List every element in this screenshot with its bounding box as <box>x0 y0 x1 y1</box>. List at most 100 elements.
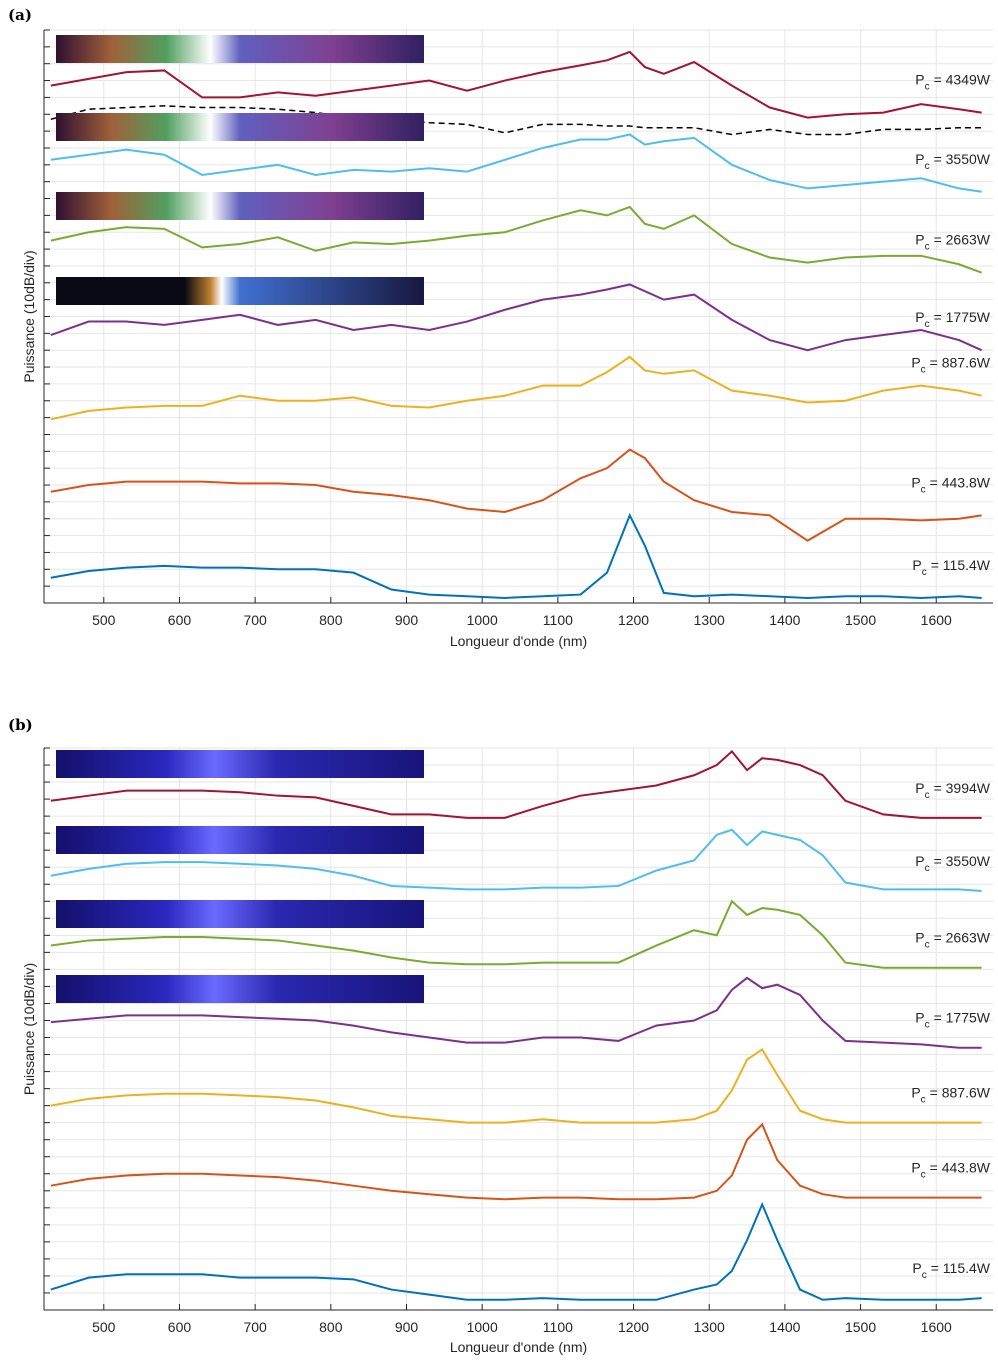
x-tick-label: 1100 <box>543 612 573 628</box>
series-label: Pc = 3550W <box>915 853 991 874</box>
label-subscript: c <box>925 161 930 172</box>
x-axis-label: Longueur d'onde (nm) <box>450 633 587 649</box>
x-tick-label: 1300 <box>694 612 725 628</box>
spectrum-image <box>56 113 424 141</box>
spectrum-image <box>56 35 424 63</box>
label-value: = 887.6W <box>930 1085 991 1101</box>
x-tick-label: 500 <box>92 612 116 628</box>
series-label: Pc = 115.4W <box>912 557 990 578</box>
y-axis-label: Puissance (10dB/div) <box>21 963 37 1095</box>
label-subscript: c <box>922 567 927 578</box>
label-subscript: c <box>921 365 926 376</box>
x-tick-label: 800 <box>319 612 343 628</box>
label-subscript: c <box>921 1095 926 1106</box>
label-symbol: P <box>915 232 924 248</box>
panel-label: (b) <box>8 716 33 734</box>
spectrum-image <box>56 750 424 778</box>
label-symbol: P <box>915 853 924 869</box>
spectrum-line <box>50 1122 982 1201</box>
series-label: Pc = 443.8W <box>911 1160 990 1181</box>
x-tick-label: 700 <box>243 1319 267 1335</box>
x-tick-label: 1600 <box>921 1319 952 1335</box>
spectrum-line <box>50 50 982 119</box>
x-tick-label: 1300 <box>694 1319 725 1335</box>
series-label: Pc = 115.4W <box>912 1260 990 1281</box>
x-tick-label: 1000 <box>467 1319 498 1335</box>
spectrum-image <box>56 192 424 220</box>
dashed-line <box>50 105 982 136</box>
series-label: Pc = 887.6W <box>911 1085 990 1106</box>
x-axis-label: Longueur d'onde (nm) <box>450 1339 587 1355</box>
label-subscript: c <box>925 940 930 951</box>
label-subscript: c <box>925 863 930 874</box>
series-label: Pc = 3994W <box>915 780 991 801</box>
x-tick-label: 1400 <box>769 612 800 628</box>
label-subscript: c <box>921 484 926 495</box>
x-tick-label: 600 <box>168 612 192 628</box>
label-value: = 4349W <box>934 72 991 88</box>
x-tick-label: 700 <box>243 612 267 628</box>
label-value: = 443.8W <box>930 474 991 490</box>
label-value: = 3550W <box>934 853 991 869</box>
series-label: Pc = 3550W <box>915 151 991 172</box>
label-symbol: P <box>915 780 924 796</box>
label-value: = 3994W <box>934 780 991 796</box>
spectrum-line <box>50 205 982 274</box>
label-symbol: P <box>911 1085 920 1101</box>
label-symbol: P <box>911 474 920 490</box>
spectrum-line <box>50 283 983 352</box>
label-subscript: c <box>925 319 930 330</box>
label-value: = 3550W <box>934 151 991 167</box>
x-tick-label: 800 <box>319 1319 343 1335</box>
x-tick-label: 1000 <box>467 612 498 628</box>
series-label: Pc = 2663W <box>915 930 991 951</box>
panel-a: 500 600 700 800 900 1000 1100 1200 1300 1400 1500 1… <box>8 6 993 649</box>
x-tick-label: 900 <box>395 1319 419 1335</box>
label-symbol: P <box>911 355 920 371</box>
label-symbol: P <box>915 309 924 325</box>
y-axis-label: Puissance (10dB/div) <box>21 250 37 382</box>
label-symbol: P <box>911 1160 920 1176</box>
series-label: Pc = 2663W <box>915 232 991 253</box>
spectrum-line <box>50 1048 982 1124</box>
series-label: Pc = 443.8W <box>911 474 990 495</box>
label-subscript: c <box>925 242 930 253</box>
panel-b: 500 600 700 800 900 1000 1100 1200 1300 1400 1500 1… <box>8 716 993 1355</box>
spectrum-line <box>50 133 982 193</box>
label-value: = 887.6W <box>930 355 991 371</box>
spectrum-line <box>50 448 982 542</box>
spectrum-line <box>50 355 982 421</box>
label-symbol: P <box>915 930 924 946</box>
label-value: = 115.4W <box>931 1260 991 1276</box>
x-tick-label: 1500 <box>845 612 876 628</box>
x-tick-label: 600 <box>168 1319 192 1335</box>
label-symbol: P <box>912 1260 921 1276</box>
x-tick-label: 1400 <box>769 1319 800 1335</box>
label-subscript: c <box>925 82 930 93</box>
label-symbol: P <box>912 557 921 573</box>
x-tick-label: 900 <box>395 612 419 628</box>
panel-label: (a) <box>8 6 32 24</box>
spectrum-line <box>50 512 982 599</box>
series-label: Pc = 4349W <box>915 72 991 93</box>
spectrum-line <box>50 976 982 1049</box>
spectrum-image <box>56 277 424 305</box>
series-label: Pc = 1775W <box>915 309 991 330</box>
label-value: = 1775W <box>934 309 991 325</box>
x-tick-label: 1600 <box>921 612 952 628</box>
label-value: = 115.4W <box>931 557 991 573</box>
series-label: Pc = 887.6W <box>911 355 990 376</box>
x-tick-label: 500 <box>92 1319 116 1335</box>
spectrum-images <box>56 35 424 1003</box>
x-tick-label: 1500 <box>845 1319 876 1335</box>
x-tick-label: 1100 <box>543 1319 573 1335</box>
spectrum-image <box>56 900 424 928</box>
label-subscript: c <box>925 790 930 801</box>
spectrum-image <box>56 975 424 1003</box>
label-subscript: c <box>921 1170 926 1181</box>
label-subscript: c <box>925 1020 930 1031</box>
label-symbol: P <box>915 1010 924 1026</box>
spectrum-line <box>50 749 982 819</box>
label-symbol: P <box>915 151 924 167</box>
